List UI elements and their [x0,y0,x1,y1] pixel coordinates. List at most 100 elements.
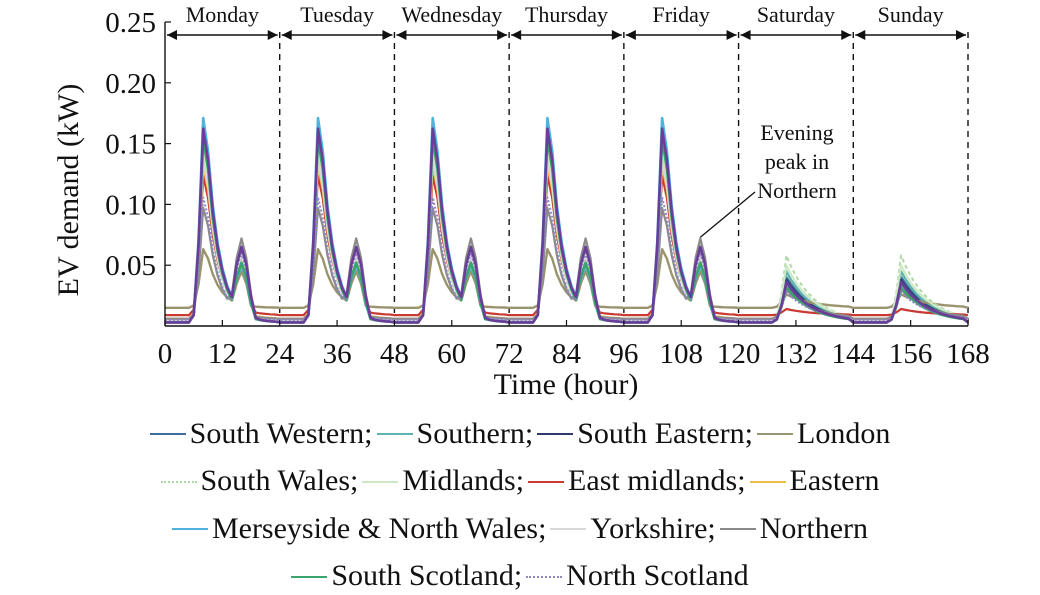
legend-entry: South Wales; [161,461,359,500]
legend-swatch [150,433,186,435]
day-label: Thursday [525,2,608,27]
day-arrow-head [741,30,751,40]
legend-entry: South Western; [150,414,373,453]
series-line [165,145,968,322]
legend-entry: Yorkshire; [550,509,715,548]
legend: South Western; Southern; South Eastern; Lon… [0,405,1040,595]
day-arrow-head [382,30,392,40]
legend-entry: Northern [720,509,868,548]
day-label: Monday [186,2,259,27]
day-arrow-head [497,30,507,40]
legend-entry: East midlands; [528,461,745,500]
series-line [165,150,968,321]
series-line [165,134,968,322]
series-line [165,161,968,322]
x-tick-label: 96 [609,338,638,370]
x-tick-label: 24 [265,338,295,370]
day-label: Wednesday [401,2,502,27]
legend-swatch [377,433,413,435]
x-tick-label: 60 [437,338,466,370]
legend-label: Yorkshire; [590,509,715,548]
x-tick-label: 156 [889,338,933,370]
legend-label: South Western; [190,414,373,453]
legend-entry: Eastern [750,461,880,500]
legend-swatch [291,576,327,578]
day-arrow-head [282,30,292,40]
legend-swatch [720,528,756,530]
legend-row: Merseyside & North Wales; Yorkshire; North… [0,500,1040,548]
legend-entry: Southern; [377,414,534,453]
series-line [165,166,968,319]
y-tick-label: 0.15 [105,129,156,161]
legend-entry: North Scotland [526,556,748,595]
day-label: Friday [652,2,709,27]
x-axis-label: Time (hour) [494,368,639,401]
day-arrow-head [167,30,177,40]
legend-swatch [537,433,573,435]
series-line [165,139,968,322]
day-arrow-head [612,30,622,40]
day-arrow-head [956,30,966,40]
y-tick-label: 0.20 [105,68,156,100]
series-lines [165,118,968,322]
x-tick-label: 0 [158,338,173,370]
annotation-text: Northern [757,178,836,203]
legend-row: South Wales;Midlands; East midlands; Easte… [0,453,1040,501]
annotation: Evening peak in Northern [700,120,836,237]
legend-label: South Eastern; [577,414,753,453]
day-arrow-head [511,30,521,40]
x-tick-label: 120 [717,338,761,370]
day-headers: Monday Tuesday Wednesday Thursday Friday Satu… [167,2,966,40]
legend-entry: Merseyside & North Wales; [172,509,546,548]
y-tick-label: 0.10 [105,189,156,221]
day-label: Sunday [878,2,944,27]
legend-label: South Scotland; [331,556,522,595]
annotation-text: Evening [760,120,833,145]
y-tick-label: 0.25 [105,7,156,39]
day-label: Saturday [757,2,835,27]
annotation-pointer [700,192,755,237]
y-axis-label: EV demand (kW) [52,84,85,297]
legend-swatch [172,528,208,530]
legend-row: South Western; Southern; South Eastern; Lon… [0,405,1040,453]
legend-swatch [550,528,586,530]
legend-label: Eastern [790,461,880,500]
day-arrow-head [268,30,278,40]
x-tick-label: 168 [946,338,990,370]
legend-swatch [362,481,398,483]
day-arrow-head [396,30,406,40]
x-tick-label: 144 [832,338,876,370]
legend-label: Northern [760,509,868,548]
legend-label: East midlands; [568,461,745,500]
y-tick-label: 0.05 [105,250,156,282]
x-tick-label: 12 [208,338,237,370]
legend-swatch [750,481,786,483]
day-arrow-head [841,30,851,40]
legend-swatch [528,481,564,483]
x-tick-label: 72 [495,338,524,370]
legend-label: London [797,414,890,453]
series-line [165,155,968,321]
day-label: Tuesday [300,2,374,27]
day-arrow-head [626,30,636,40]
legend-label: Merseyside & North Wales; [212,509,546,548]
legend-label: South Wales; [201,461,359,500]
legend-swatch [526,576,562,578]
day-arrow-head [855,30,865,40]
series-line [165,176,968,315]
legend-swatch [757,433,793,435]
legend-entry: Midlands; [362,461,524,500]
annotation-text: peak in [765,149,829,174]
legend-row: South Scotland;North Scotland [0,548,1040,595]
legend-swatch [161,481,197,483]
series-line [165,198,968,320]
series-line [165,166,968,323]
x-tick-label: 108 [659,338,703,370]
legend-label: Southern; [417,414,534,453]
day-separators [280,32,968,326]
x-tick-label: 36 [323,338,352,370]
x-tick-label: 132 [774,338,818,370]
x-tick-label: 48 [380,338,409,370]
day-arrow-head [727,30,737,40]
